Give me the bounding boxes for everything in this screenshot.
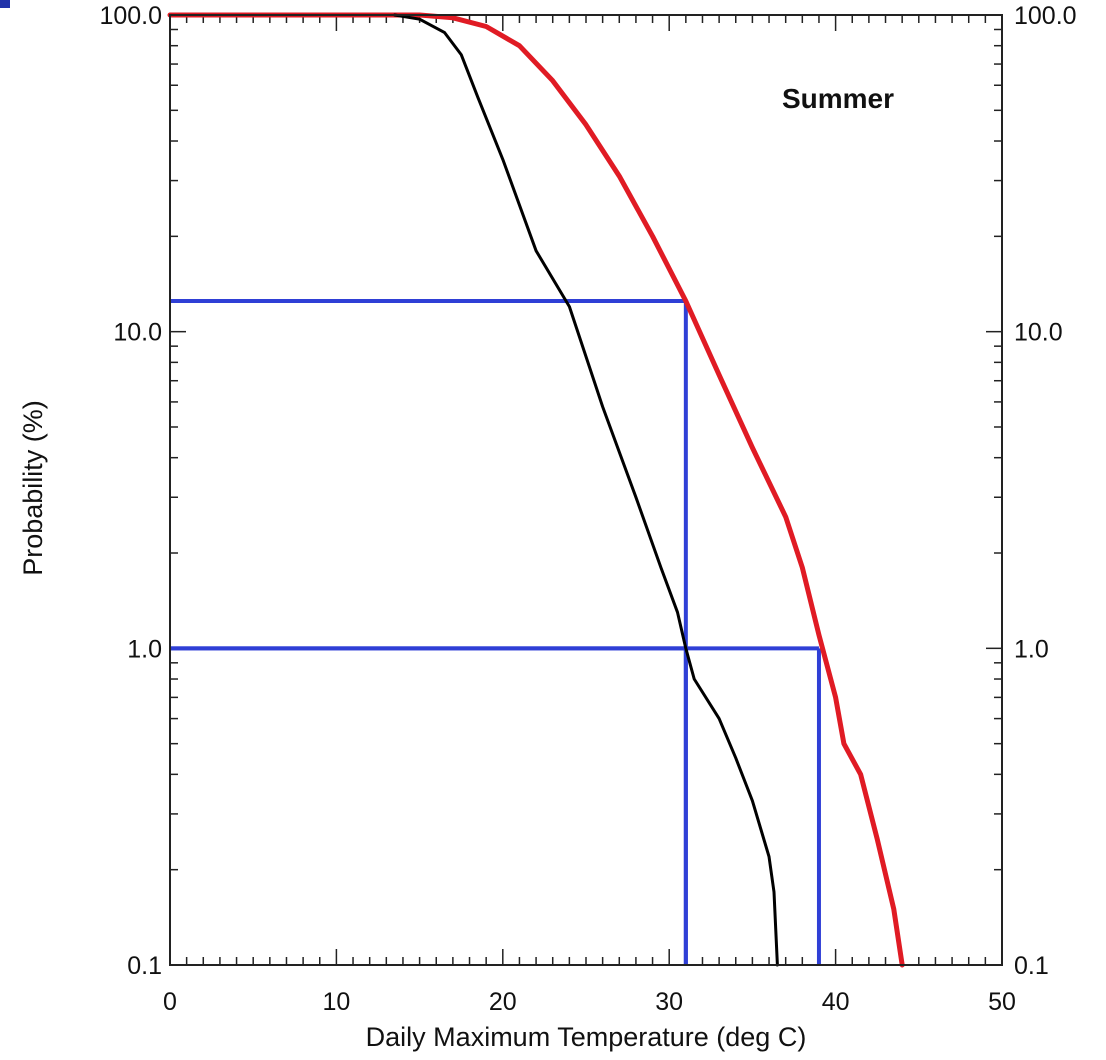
series-line-red	[170, 15, 902, 965]
data-series	[170, 15, 902, 965]
x-tick-label: 10	[322, 988, 350, 1016]
x-axis-title: Daily Maximum Temperature (deg C)	[366, 1022, 807, 1052]
y-axis-title: Probability (%)	[18, 400, 48, 576]
y-tick-label-left: 1.0	[127, 635, 162, 663]
season-annotation: Summer	[782, 83, 894, 114]
series-line-black	[395, 15, 778, 965]
y-tick-label-right: 0.1	[1014, 952, 1049, 980]
y-tick-label-left: 0.1	[127, 952, 162, 980]
plot-frame	[170, 15, 1002, 965]
y-tick-label-right: 100.0	[1014, 2, 1077, 30]
x-tick-label: 0	[163, 988, 177, 1016]
x-tick-label: 20	[489, 988, 517, 1016]
y-tick-label-right: 1.0	[1014, 635, 1049, 663]
y-tick-label-left: 100.0	[99, 2, 162, 30]
reference-lines	[170, 301, 819, 965]
y-tick-label-left: 10.0	[113, 319, 162, 347]
axis-ticks	[170, 15, 1002, 965]
tick-labels: 0.1 0.1 1.0 1.0 10.0 10.0 100.0 100.0 0 10 20 30 40 5…	[99, 2, 1076, 1016]
y-tick-label-right: 10.0	[1014, 319, 1063, 347]
x-tick-label: 40	[822, 988, 850, 1016]
x-tick-label: 50	[988, 988, 1016, 1016]
x-tick-label: 30	[655, 988, 683, 1016]
